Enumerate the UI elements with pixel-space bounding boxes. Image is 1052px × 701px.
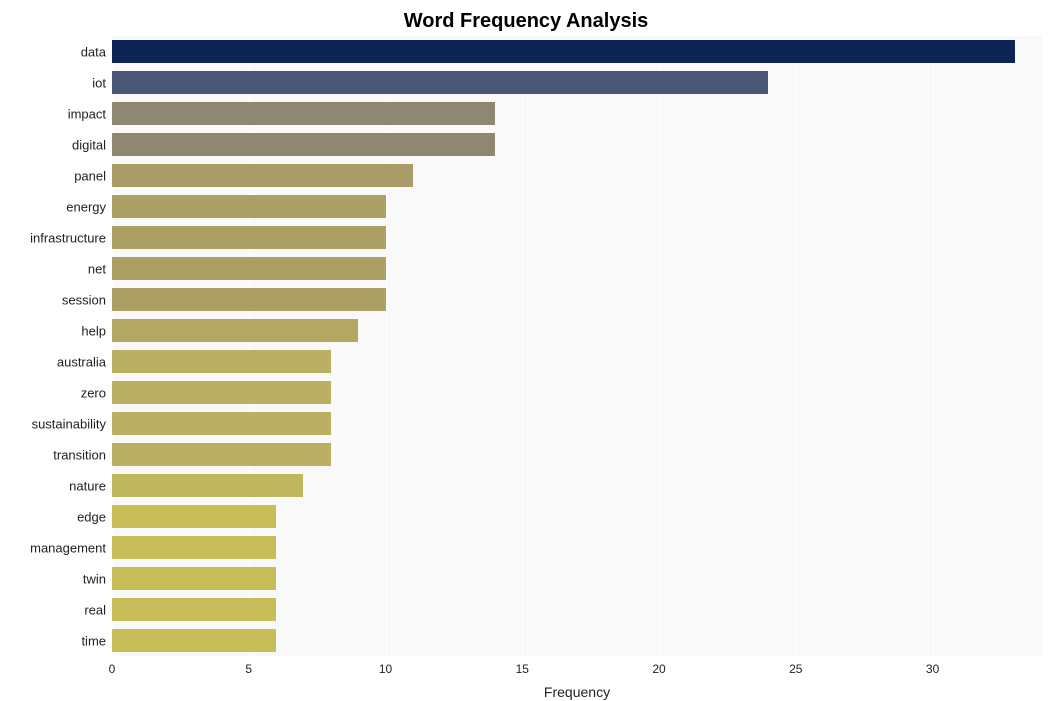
gridline: [659, 36, 660, 656]
y-tick-label: impact: [68, 106, 112, 121]
y-tick-label: panel: [74, 168, 112, 183]
bar: [112, 226, 386, 248]
y-tick-label: infrastructure: [30, 230, 112, 245]
y-tick-label: sustainability: [32, 416, 112, 431]
bar: [112, 536, 276, 558]
gridline: [522, 36, 523, 656]
bar: [112, 474, 303, 496]
y-tick-label: transition: [53, 447, 112, 462]
plot-area: 051015202530dataiotimpactdigitalpanelene…: [112, 36, 1042, 656]
bar: [112, 350, 331, 372]
y-tick-label: real: [84, 602, 112, 617]
bar: [112, 381, 331, 403]
bar: [112, 412, 331, 434]
y-tick-label: nature: [69, 478, 112, 493]
y-tick-label: energy: [66, 199, 112, 214]
bar: [112, 257, 386, 279]
x-tick-label: 5: [245, 656, 252, 676]
gridline: [796, 36, 797, 656]
y-tick-label: iot: [92, 75, 112, 90]
y-tick-label: edge: [77, 509, 112, 524]
bar: [112, 319, 358, 341]
y-tick-label: australia: [57, 354, 112, 369]
y-tick-label: session: [62, 292, 112, 307]
bar: [112, 164, 413, 186]
x-tick-label: 10: [379, 656, 392, 676]
x-tick-label: 0: [109, 656, 116, 676]
gridline: [386, 36, 387, 656]
bar: [112, 567, 276, 589]
bar: [112, 443, 331, 465]
y-tick-label: management: [30, 540, 112, 555]
y-tick-label: time: [81, 633, 112, 648]
word-frequency-chart: Word Frequency Analysis 051015202530data…: [0, 0, 1052, 701]
bar: [112, 71, 768, 93]
x-tick-label: 25: [789, 656, 802, 676]
bar: [112, 133, 495, 155]
y-tick-label: zero: [81, 385, 112, 400]
bar: [112, 102, 495, 124]
bar: [112, 40, 1015, 62]
gridline: [933, 36, 934, 656]
y-tick-label: twin: [83, 571, 112, 586]
gridline: [249, 36, 250, 656]
bar: [112, 598, 276, 620]
bar: [112, 629, 276, 651]
bar: [112, 195, 386, 217]
gridline: [112, 36, 113, 656]
y-tick-label: digital: [72, 137, 112, 152]
y-tick-label: data: [81, 44, 112, 59]
chart-title: Word Frequency Analysis: [0, 10, 1052, 33]
x-tick-label: 30: [926, 656, 939, 676]
x-tick-label: 15: [516, 656, 529, 676]
bar: [112, 505, 276, 527]
x-axis-label: Frequency: [544, 684, 610, 700]
bar: [112, 288, 386, 310]
y-tick-label: help: [81, 323, 112, 338]
x-tick-label: 20: [652, 656, 665, 676]
y-tick-label: net: [88, 261, 112, 276]
